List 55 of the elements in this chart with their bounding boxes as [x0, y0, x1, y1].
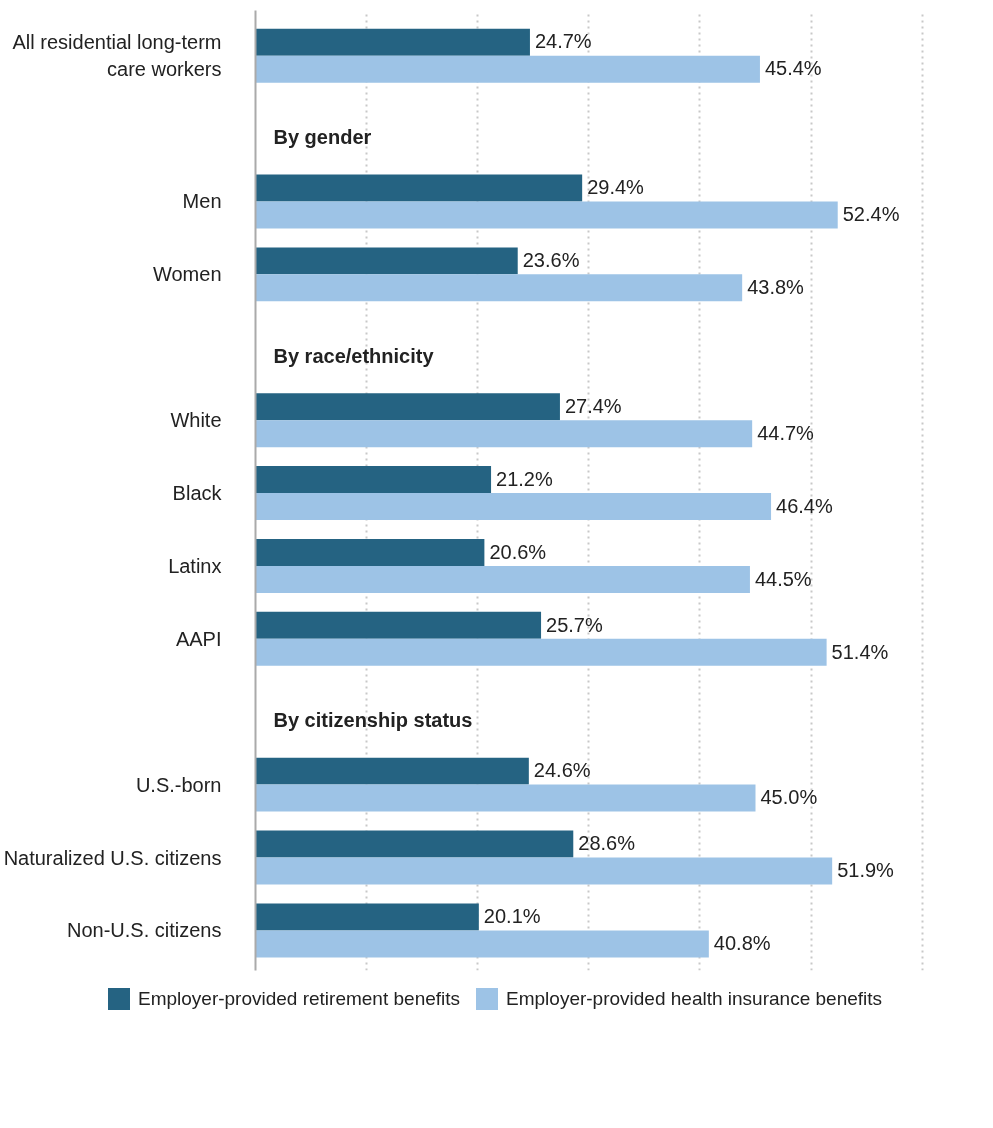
bar	[255, 174, 583, 202]
data-label: 23.6%	[522, 249, 580, 272]
y-tick-label: All residential long-term care workers	[12, 31, 222, 80]
data-label: 40.8%	[713, 932, 771, 955]
bar	[255, 830, 574, 858]
legend-label: Employer-provided retirement benefits	[137, 987, 461, 1011]
data-label: 29.4%	[587, 176, 645, 199]
data-label: 51.4%	[831, 640, 889, 663]
data-label: 44.7%	[757, 421, 815, 444]
bar	[255, 638, 827, 666]
data-label: 20.1%	[483, 905, 541, 928]
bar	[255, 565, 750, 593]
bar	[255, 55, 760, 83]
bar	[255, 274, 743, 302]
y-tick-label: U.S.-born	[135, 773, 222, 796]
y-tick-label: Naturalized U.S. citizens	[3, 846, 222, 869]
bar	[255, 784, 756, 812]
bar	[255, 903, 479, 931]
y-tick-label: Women	[152, 263, 222, 286]
bar	[255, 757, 529, 785]
bar	[255, 201, 838, 229]
y-tick-label: AAPI	[175, 627, 222, 650]
y-tick-label: By citizenship status	[273, 709, 473, 732]
data-label: 44.5%	[754, 567, 812, 590]
y-tick-label: Black	[172, 482, 223, 505]
data-label: 21.2%	[496, 467, 553, 490]
bar	[255, 420, 753, 448]
bar	[255, 611, 542, 639]
data-label: 24.6%	[533, 759, 591, 782]
data-label: 51.9%	[837, 859, 895, 882]
data-label: 52.4%	[842, 203, 900, 226]
bar	[255, 857, 833, 885]
data-label: 27.4%	[564, 394, 622, 417]
bar	[255, 393, 560, 421]
data-label: 45.4%	[764, 57, 822, 80]
y-tick-label: By race/ethnicity	[273, 345, 435, 368]
legend-label: Employer-provided health insurance benefits	[506, 987, 883, 1011]
y-tick-label: By gender	[273, 126, 372, 149]
bar	[255, 247, 518, 275]
y-tick-label: Non-U.S. citizens	[67, 919, 222, 942]
bar	[255, 930, 709, 958]
y-tick-label: Latinx	[168, 554, 222, 577]
y-tick-label: White	[170, 409, 222, 432]
data-label: 20.6%	[489, 540, 547, 563]
y-tick-label: Men	[182, 190, 222, 213]
data-label: 46.4%	[776, 494, 833, 517]
data-label: 43.8%	[747, 276, 805, 299]
data-label: 25.7%	[546, 613, 603, 636]
data-label: 28.6%	[578, 832, 636, 855]
data-label: 45.0%	[760, 786, 818, 809]
bar	[255, 466, 492, 494]
data-label: 24.7%	[534, 30, 592, 53]
bar	[255, 493, 772, 521]
bar	[255, 28, 530, 56]
bar	[255, 538, 485, 566]
